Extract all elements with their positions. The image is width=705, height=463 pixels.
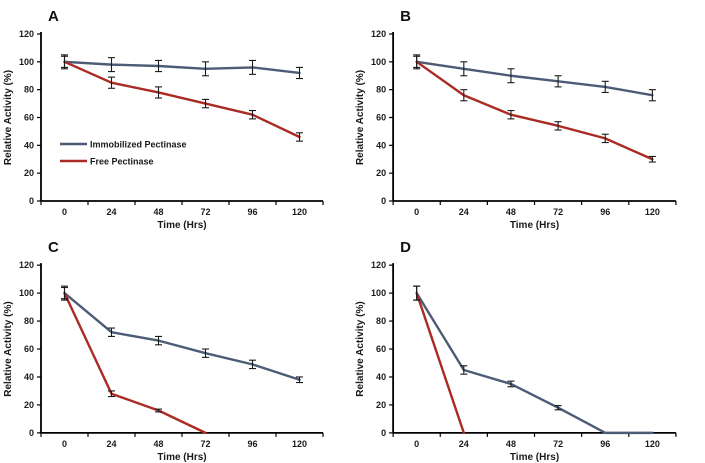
x-tick-label: 96 <box>248 439 258 449</box>
y-axis-title: Relative Activity (%) <box>3 70 14 165</box>
series-free-pectinase <box>415 60 654 161</box>
y-tick-label: 100 <box>19 288 34 298</box>
x-tick-label: 0 <box>62 439 67 449</box>
x-tick-label: 24 <box>106 207 116 217</box>
y-tick-label: 20 <box>376 400 386 410</box>
chart-panel-D: 0 20 40 60 80 100 120 0 24 48 72 96 120 Time (Hrs) Rel… <box>355 239 677 463</box>
error-bars-free-pectinase <box>413 285 421 301</box>
x-tick-label: 72 <box>200 207 210 217</box>
y-tick-label: 40 <box>24 372 34 382</box>
x-tick-label: 120 <box>645 439 660 449</box>
y-tick-label: 60 <box>376 113 386 123</box>
panel-label: D <box>400 239 411 256</box>
axes: 0 20 40 60 80 100 120 0 24 48 72 96 120 <box>371 260 677 449</box>
panel-C: 0 20 40 60 80 100 120 0 24 48 72 96 120 Time (Hrs) Rel… <box>0 231 352 463</box>
x-tick-label: 72 <box>553 207 563 217</box>
series-free-pectinase <box>415 291 466 435</box>
series-free-pectinase <box>63 291 207 435</box>
x-tick-label: 96 <box>600 207 610 217</box>
series-immobilized-pectinase <box>415 291 654 435</box>
x-axis-title: Time (Hrs) <box>510 220 559 231</box>
y-tick-label: 60 <box>376 344 386 354</box>
y-tick-label: 120 <box>371 260 386 270</box>
error-bars-free-pectinase <box>61 286 162 413</box>
y-tick-label: 120 <box>19 29 34 39</box>
y-axis-title: Relative Activity (%) <box>355 70 366 165</box>
legend-label: Free Pectinase <box>90 157 154 167</box>
y-tick-label: 80 <box>376 316 386 326</box>
y-tick-label: 0 <box>381 428 386 438</box>
x-tick-label: 24 <box>459 439 469 449</box>
x-tick-label: 72 <box>201 439 211 449</box>
axes: 0 20 40 60 80 100 120 0 24 48 72 96 120 <box>19 260 324 449</box>
axes: 0 20 40 60 80 100 120 0 24 48 72 96 120 <box>19 29 324 217</box>
y-tick-label: 80 <box>24 316 34 326</box>
x-tick-label: 96 <box>600 439 610 449</box>
y-tick-label: 20 <box>376 168 386 178</box>
x-axis-title: Time (Hrs) <box>157 220 206 231</box>
x-tick-label: 48 <box>154 439 164 449</box>
legend-item-immobilized-pectinase: Immobilized Pectinase <box>60 140 187 150</box>
y-tick-label: 100 <box>371 57 386 67</box>
axes: 0 20 40 60 80 100 120 0 24 48 72 96 120 <box>371 29 677 217</box>
series-immobilized-pectinase <box>415 60 654 97</box>
x-axis-title: Time (Hrs) <box>157 452 206 463</box>
x-tick-label: 24 <box>107 439 117 449</box>
x-tick-label: 48 <box>506 439 516 449</box>
series-immobilized-pectinase <box>63 60 301 75</box>
x-tick-label: 120 <box>645 207 660 217</box>
x-tick-label: 48 <box>506 207 516 217</box>
x-tick-label: 120 <box>292 439 307 449</box>
x-tick-label: 0 <box>414 439 419 449</box>
x-tick-label: 72 <box>553 439 563 449</box>
chart-panel-C: 0 20 40 60 80 100 120 0 24 48 72 96 120 Time (Hrs) Rel… <box>3 239 324 463</box>
panel-label: A <box>48 8 59 25</box>
series-free-pectinase <box>63 60 301 139</box>
panel-label: B <box>400 8 411 25</box>
y-tick-label: 80 <box>376 85 386 95</box>
y-tick-label: 100 <box>371 288 386 298</box>
series-immobilized-pectinase <box>63 291 301 381</box>
x-tick-label: 96 <box>247 207 257 217</box>
y-tick-label: 40 <box>376 372 386 382</box>
y-tick-label: 20 <box>24 168 34 178</box>
panel-label: C <box>48 239 59 256</box>
y-tick-label: 0 <box>29 428 34 438</box>
x-tick-label: 0 <box>62 207 67 217</box>
y-tick-label: 0 <box>29 196 34 206</box>
y-tick-label: 40 <box>24 140 34 150</box>
x-tick-label: 0 <box>414 207 419 217</box>
y-tick-label: 40 <box>376 140 386 150</box>
error-bars-free-pectinase <box>413 55 656 163</box>
panel-D: 0 20 40 60 80 100 120 0 24 48 72 96 120 Time (Hrs) Rel… <box>352 231 705 463</box>
chart-panel-A: 0 20 40 60 80 100 120 0 24 48 72 96 120 Time (Hrs) Rel… <box>3 8 324 231</box>
y-axis-title: Relative Activity (%) <box>3 301 14 397</box>
y-axis-title: Relative Activity (%) <box>355 301 366 396</box>
y-tick-label: 120 <box>371 29 386 39</box>
y-tick-label: 60 <box>24 344 34 354</box>
y-tick-label: 100 <box>19 57 34 67</box>
panel-B: 0 20 40 60 80 100 120 0 24 48 72 96 120 Time (Hrs) Rel… <box>352 0 705 231</box>
x-axis-title: Time (Hrs) <box>510 452 559 463</box>
y-tick-label: 0 <box>381 196 386 206</box>
legend: Immobilized Pectinase Free Pectinase <box>60 140 187 167</box>
y-tick-label: 120 <box>19 260 34 270</box>
panel-A: 0 20 40 60 80 100 120 0 24 48 72 96 120 Time (Hrs) Rel… <box>0 0 352 231</box>
legend-label: Immobilized Pectinase <box>90 140 187 150</box>
x-tick-label: 24 <box>459 207 469 217</box>
error-bars-immobilized-pectinase <box>61 54 303 80</box>
legend-item-free-pectinase: Free Pectinase <box>60 157 154 167</box>
error-bars-immobilized-pectinase <box>61 285 303 384</box>
error-bars-free-pectinase <box>61 55 303 142</box>
y-tick-label: 20 <box>24 400 34 410</box>
y-tick-label: 80 <box>24 85 34 95</box>
chart-panel-B: 0 20 40 60 80 100 120 0 24 48 72 96 120 Time (Hrs) Rel… <box>355 8 677 231</box>
x-tick-label: 48 <box>153 207 163 217</box>
x-tick-label: 120 <box>292 207 307 217</box>
y-tick-label: 60 <box>24 113 34 123</box>
